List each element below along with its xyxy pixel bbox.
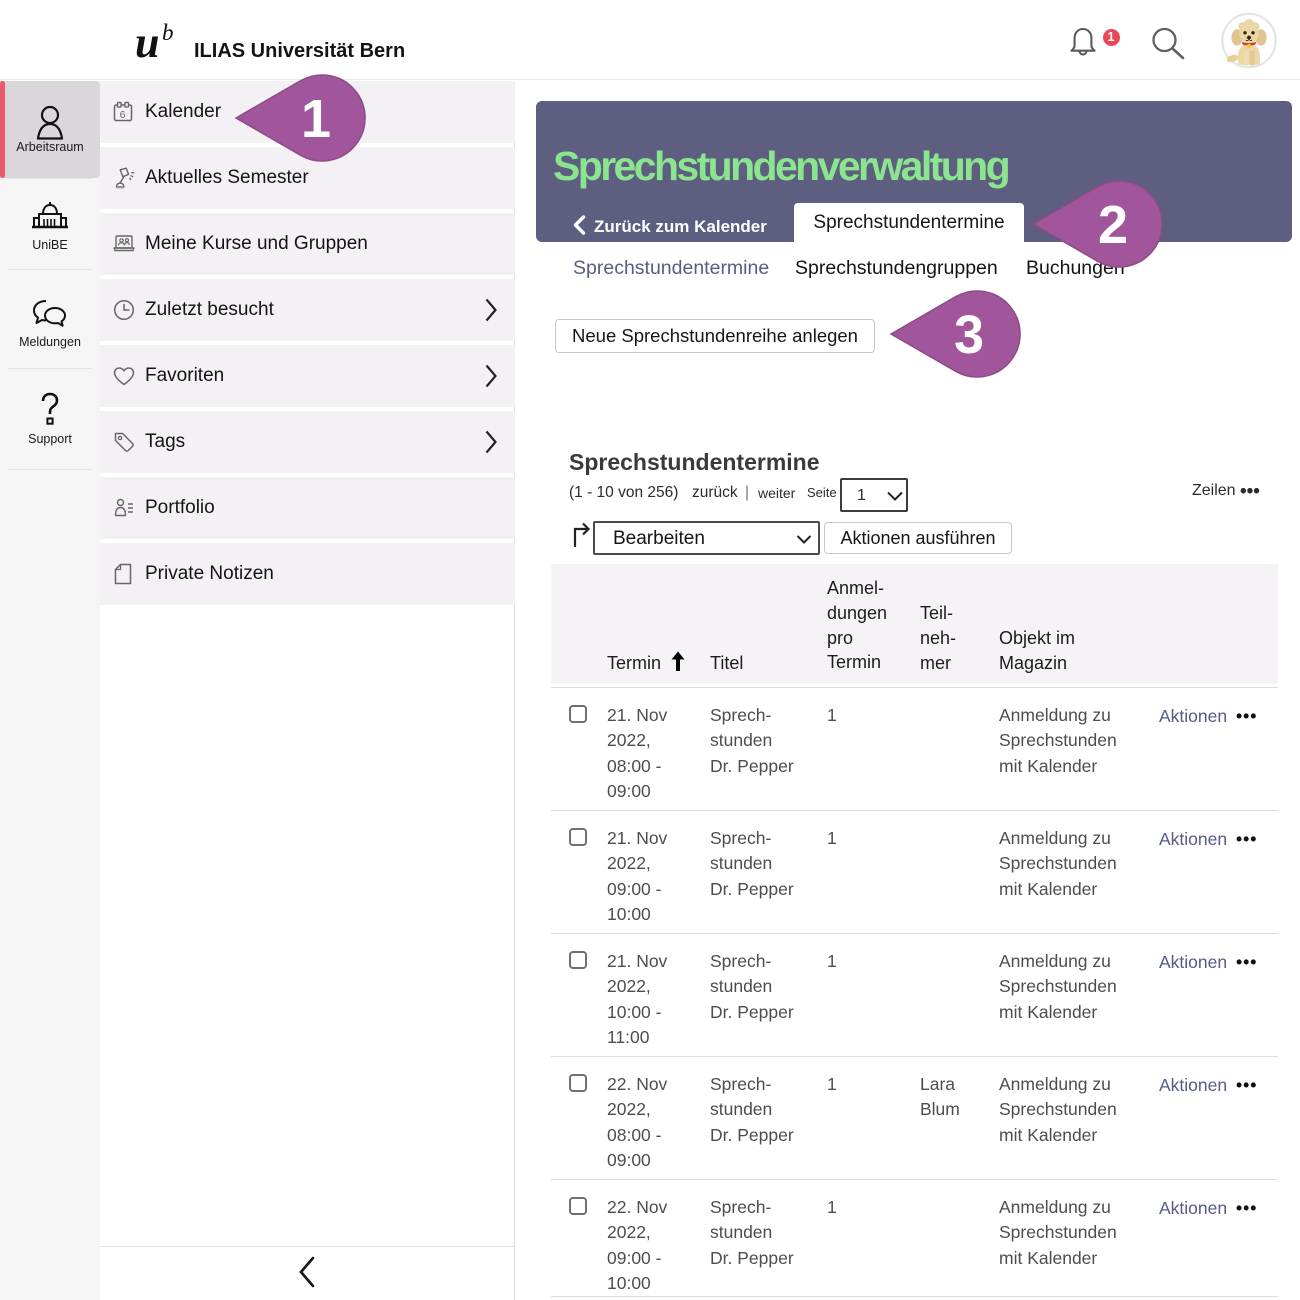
svg-text:6: 6 xyxy=(120,109,126,121)
svg-text:1: 1 xyxy=(301,89,331,149)
svg-text:2: 2 xyxy=(1098,195,1128,255)
svg-text:3: 3 xyxy=(954,305,984,365)
